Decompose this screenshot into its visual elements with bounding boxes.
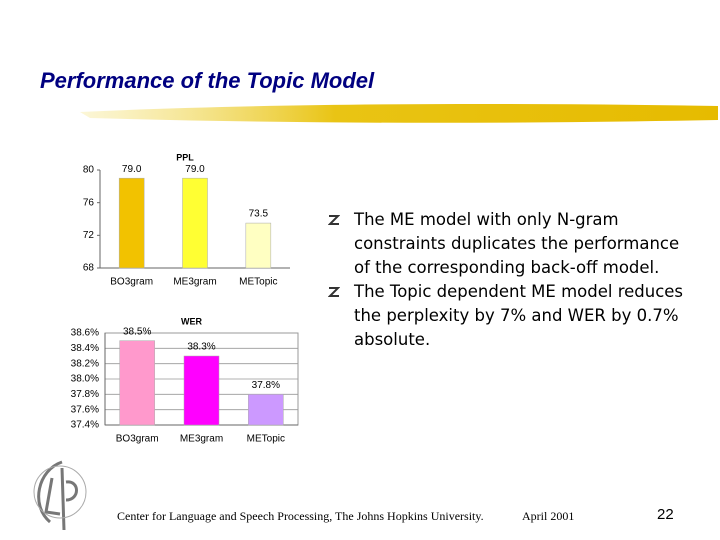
value-label: 37.8% [252, 380, 280, 391]
y-tick-label: 37.4% [71, 420, 99, 431]
value-label: 38.3% [187, 342, 215, 353]
x-tick-label: METopic [247, 434, 285, 445]
slide-title: Performance of the Topic Model [40, 68, 375, 93]
bar [248, 394, 284, 426]
y-tick-label: 38.6% [71, 328, 99, 339]
bar [119, 340, 155, 426]
logo [33, 460, 87, 531]
bar [182, 177, 208, 269]
y-tick-label: 37.8% [71, 389, 99, 400]
chart-title: WER [181, 316, 202, 326]
y-tick-label: 72 [83, 230, 95, 241]
value-label: 38.5% [123, 326, 151, 337]
x-tick-label: ME3gram [173, 277, 216, 288]
x-tick-label: BO3gram [110, 277, 153, 288]
bullet-icon [328, 287, 340, 297]
bullet-list: The ME model with only N-gram constraint… [328, 208, 698, 352]
bar [183, 355, 220, 426]
bar [245, 222, 272, 269]
bullet-text: The ME model with only N-gram constraint… [354, 210, 680, 277]
bar [118, 177, 145, 269]
value-label: 79.0 [122, 164, 142, 175]
bullet-icon [328, 215, 340, 225]
page-number: 22 [657, 506, 674, 523]
title-underline [80, 104, 718, 123]
x-tick-label: ME3gram [180, 434, 223, 445]
x-tick-label: METopic [239, 277, 277, 288]
value-label: 79.0 [185, 164, 205, 175]
y-tick-label: 80 [83, 165, 95, 176]
y-tick-label: 38.4% [71, 343, 99, 354]
y-tick-label: 38.2% [71, 358, 99, 369]
value-label: 73.5 [249, 209, 269, 220]
footer-date: April 2001 [522, 509, 574, 523]
bullet: The Topic dependent ME model reduces the… [328, 280, 698, 352]
footer-text: Center for Language and Speech Processin… [117, 509, 484, 523]
y-tick-label: 37.6% [71, 404, 99, 415]
y-tick-label: 68 [83, 263, 95, 274]
y-tick-label: 38.0% [71, 374, 99, 385]
y-tick-label: 76 [83, 197, 95, 208]
x-tick-label: BO3gram [116, 434, 159, 445]
chart-title: PPL [176, 152, 194, 162]
bullet-text: The Topic dependent ME model reduces the… [354, 282, 684, 349]
bullet: The ME model with only N-gram constraint… [328, 208, 698, 280]
